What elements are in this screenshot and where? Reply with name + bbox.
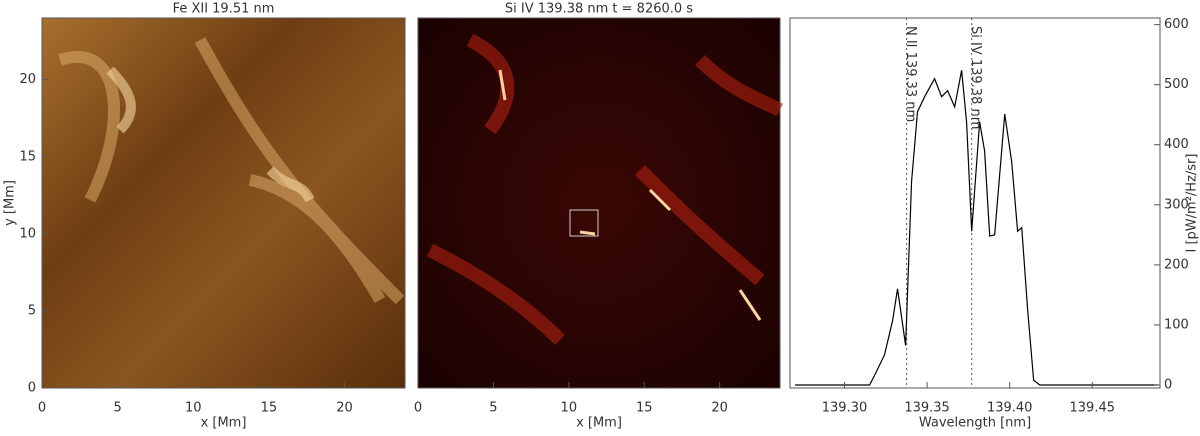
y-tick-label: 15	[19, 149, 36, 164]
frame	[41, 17, 406, 389]
x-tick-label: 15	[636, 401, 653, 416]
x-tick-label: 0	[38, 401, 46, 416]
x-tick-label: 139.40	[987, 401, 1033, 416]
reference-label: N II 139.33 nm	[903, 26, 918, 122]
y-tick-label: 20	[19, 72, 36, 87]
x-tick-label: 20	[336, 401, 353, 416]
y-tick-label: 200	[1164, 257, 1189, 272]
x-tick-label: 20	[711, 401, 728, 416]
reference-label: Si IV 139.38 nm	[968, 26, 983, 129]
image-fe	[42, 18, 405, 388]
y-axis-label: I [pW/m²/Hz/sr]	[1185, 154, 1200, 253]
x-tick-label: 139.35	[904, 401, 950, 416]
y-tick-label: 600	[1164, 17, 1189, 32]
y-axis-label: y [Mm]	[3, 180, 18, 226]
x-tick-label: 10	[561, 401, 578, 416]
x-tick-label: 139.30	[822, 401, 868, 416]
y-tick-label: 10	[19, 226, 36, 241]
panel-title: Si IV 139.38 nm t = 8260.0 s	[505, 2, 693, 17]
spectrum-line	[794, 70, 1159, 386]
frame	[789, 17, 1161, 389]
frame	[417, 17, 781, 389]
image-si	[418, 18, 784, 388]
y-tick-label: 500	[1164, 77, 1189, 92]
x-tick-label: 0	[414, 401, 422, 416]
y-tick-label: 5	[28, 303, 36, 318]
y-tick-label: 100	[1164, 317, 1189, 332]
x-tick-label: 5	[113, 401, 121, 416]
x-tick-label: 15	[261, 401, 278, 416]
y-tick-label: 400	[1164, 137, 1189, 152]
x-tick-label: 139.45	[1070, 401, 1116, 416]
x-axis-label: x [Mm]	[576, 416, 622, 431]
y-tick-label: 300	[1164, 197, 1189, 212]
x-tick-label: 10	[185, 401, 202, 416]
panel-title: Fe XII 19.51 nm	[173, 2, 275, 17]
y-tick-label: 0	[28, 381, 36, 396]
x-axis-label: x [Mm]	[201, 416, 247, 431]
y-tick-label: 0	[1164, 377, 1172, 392]
x-axis-label: Wavelength [nm]	[919, 416, 1031, 431]
x-tick-label: 5	[489, 401, 497, 416]
